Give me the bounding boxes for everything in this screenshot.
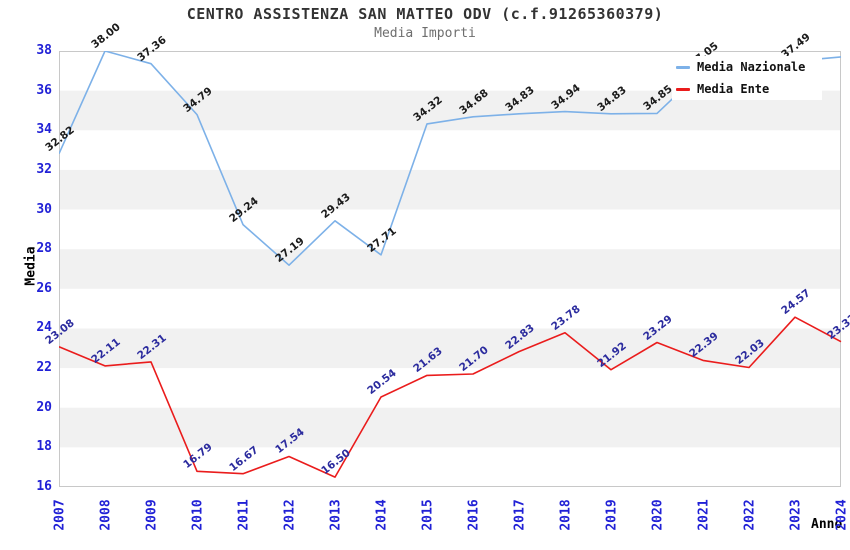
y-axis-title: Media (23, 246, 39, 286)
y-tick-label: 36 (36, 82, 52, 98)
x-tick-label: 2019 (604, 499, 619, 531)
series-line-media-ente (59, 316, 842, 478)
x-tick-label: 2016 (466, 499, 481, 531)
plot-area (59, 51, 842, 487)
y-tick-label: 18 (36, 439, 52, 455)
x-tick-label: 2007 (52, 499, 67, 531)
y-tick-label: 16 (36, 479, 52, 494)
legend: Media Nazionale Media Ente (672, 56, 822, 100)
x-tick-label: 2022 (742, 499, 757, 531)
x-tick-label: 2015 (420, 499, 435, 531)
y-tick-label: 34 (36, 122, 52, 138)
x-tick-label: 2017 (512, 499, 527, 531)
x-tick-label: 2011 (236, 499, 251, 531)
x-tick-label: 2008 (98, 499, 113, 531)
legend-item-media-nazionale: Media Nazionale (676, 58, 822, 76)
grid-band (59, 328, 841, 369)
chart-subtitle: Media Importi (374, 26, 476, 41)
legend-label-media-ente: Media Ente (697, 82, 770, 96)
y-tick-label: 28 (36, 241, 52, 257)
x-tick-label: 2010 (190, 499, 205, 531)
x-tick-label: 2023 (788, 499, 803, 531)
legend-item-media-ente: Media Ente (676, 80, 822, 98)
y-tick-label: 22 (36, 360, 52, 376)
grid-band (59, 169, 841, 210)
x-tick-label: 2013 (328, 499, 343, 531)
legend-swatch-media-ente-icon (676, 87, 690, 91)
grid-band (59, 249, 841, 289)
y-tick-label: 32 (36, 161, 52, 177)
x-tick-label: 2018 (558, 499, 573, 531)
chart-title: CENTRO ASSISTENZA SAN MATTEO ODV (c.f.91… (186, 5, 664, 23)
y-tick-label: 24 (36, 320, 52, 336)
x-tick-label: 2021 (696, 499, 711, 531)
x-tick-label: 2020 (650, 499, 665, 531)
grid-band (59, 407, 841, 448)
y-tick-label: 26 (36, 280, 52, 296)
x-tick-label: 2009 (144, 499, 159, 531)
y-tick-label: 30 (36, 201, 52, 217)
y-tick-label: 20 (36, 399, 52, 415)
x-tick-label: 2012 (282, 499, 297, 531)
x-tick-label: 2024 (834, 499, 849, 531)
legend-label-media-nazionale: Media Nazionale (697, 60, 806, 74)
plot-border (59, 51, 841, 487)
legend-swatch-media-nazionale-icon (676, 65, 690, 69)
x-tick-label: 2014 (374, 499, 389, 531)
x-axis-title: Anno (811, 517, 843, 532)
y-tick-label: 38 (36, 43, 52, 58)
